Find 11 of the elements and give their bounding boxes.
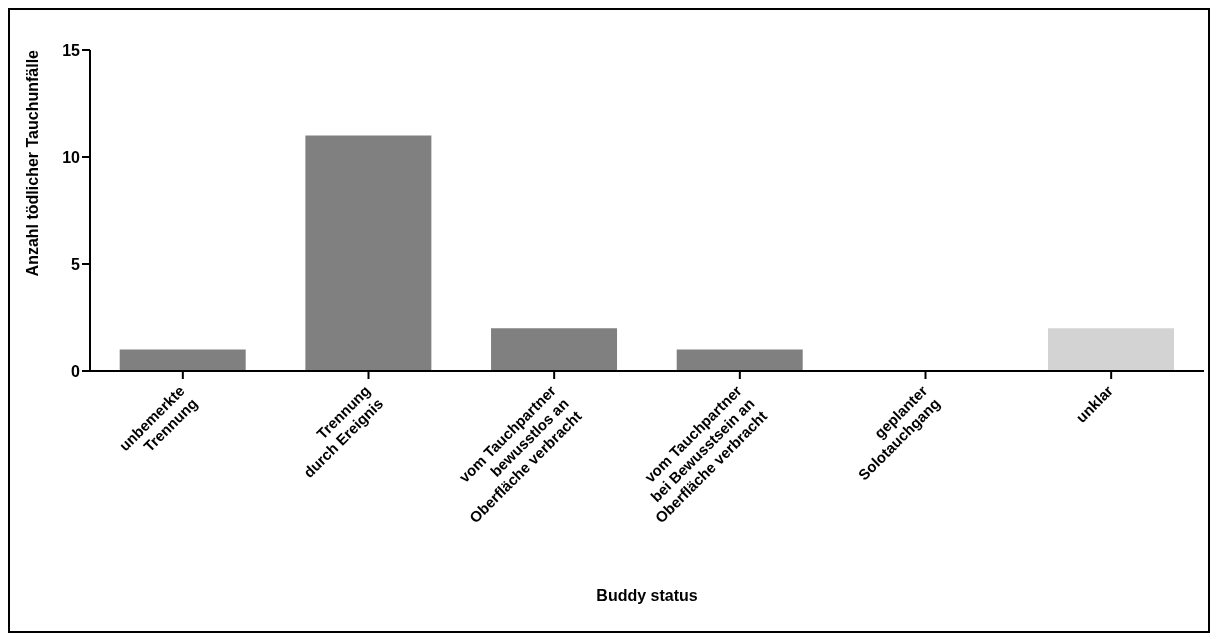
x-axis-title: Buddy status <box>596 587 698 604</box>
bar <box>491 328 618 371</box>
y-tick-label: 15 <box>62 41 81 59</box>
y-tick-label: 0 <box>71 362 81 380</box>
bar <box>676 349 803 371</box>
y-tick-label: 10 <box>62 148 81 166</box>
bar <box>305 135 432 371</box>
y-tick-label: 5 <box>71 255 81 273</box>
y-axis-title: Anzahl tödlicher Tauchunfälle <box>24 49 41 277</box>
bar <box>1048 328 1175 371</box>
bar <box>119 349 246 371</box>
